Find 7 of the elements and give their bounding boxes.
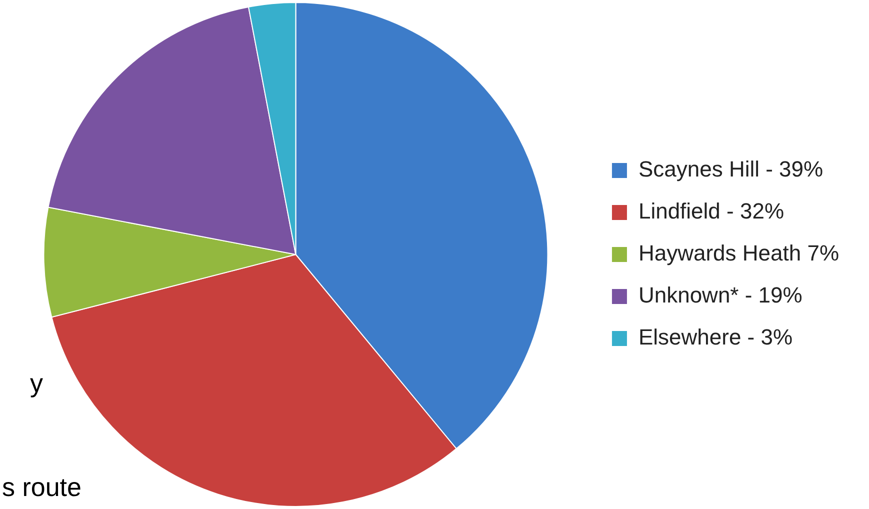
legend-label: Elsewhere - 3% <box>638 324 793 350</box>
text: s route <box>2 472 82 503</box>
legend-label: Unknown* - 19% <box>638 282 802 308</box>
legend-label: Scaynes Hill - 39% <box>638 156 824 182</box>
legend-label: Haywards Heath 7% <box>638 240 840 266</box>
legend-label: Lindfield - 32% <box>638 198 784 224</box>
text: y <box>30 368 43 399</box>
